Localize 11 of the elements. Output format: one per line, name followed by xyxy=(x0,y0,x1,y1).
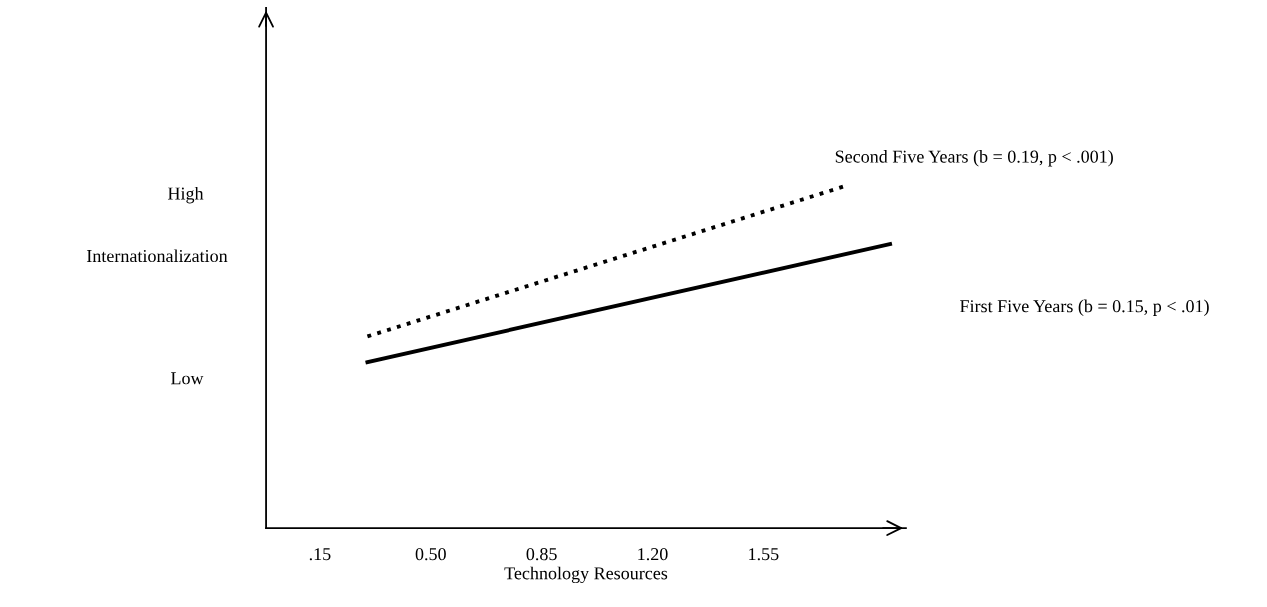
text: High xyxy=(167,186,204,204)
text: First Five Years (b = 0.15, p < .01) xyxy=(960,299,1209,316)
x-tick-label: 1.20 xyxy=(638,548,668,561)
x-tick-label: 0.85 xyxy=(526,548,557,561)
x-tick-label: .15 xyxy=(309,548,331,561)
x-tick-label: 0.50 xyxy=(415,548,446,561)
series-label: Second Five Years (b = 0.19, p < .001) xyxy=(835,150,1113,167)
text: Low xyxy=(170,372,204,385)
x-axis-title: Technology Resources xyxy=(504,566,668,584)
x-tick-label: 1.55 xyxy=(749,548,779,561)
y-axis-title: Internationalization xyxy=(86,249,228,263)
